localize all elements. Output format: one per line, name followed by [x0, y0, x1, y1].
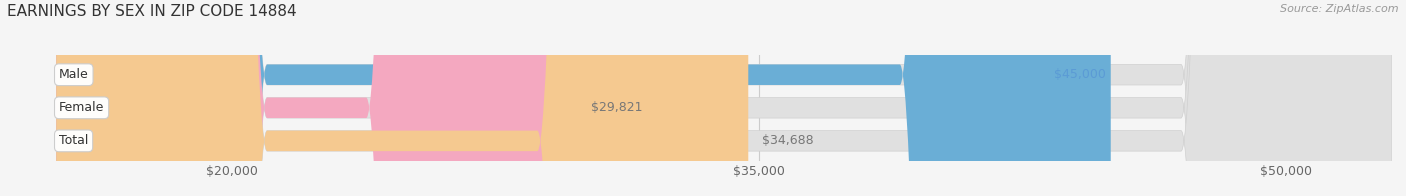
Text: Male: Male	[59, 68, 89, 81]
FancyBboxPatch shape	[56, 0, 748, 196]
Text: Female: Female	[59, 101, 104, 114]
Text: $34,688: $34,688	[762, 134, 813, 147]
FancyBboxPatch shape	[56, 0, 1392, 196]
Text: $29,821: $29,821	[591, 101, 643, 114]
FancyBboxPatch shape	[56, 0, 1392, 196]
FancyBboxPatch shape	[56, 0, 578, 196]
FancyBboxPatch shape	[56, 0, 1111, 196]
FancyBboxPatch shape	[56, 0, 1392, 196]
Text: $45,000: $45,000	[1053, 68, 1105, 81]
Text: EARNINGS BY SEX IN ZIP CODE 14884: EARNINGS BY SEX IN ZIP CODE 14884	[7, 4, 297, 19]
Text: Source: ZipAtlas.com: Source: ZipAtlas.com	[1281, 4, 1399, 14]
Text: Total: Total	[59, 134, 89, 147]
